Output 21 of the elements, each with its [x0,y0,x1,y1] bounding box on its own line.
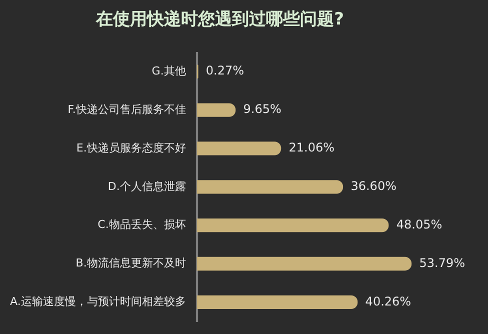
data-label: 9.65% [243,102,282,116]
data-label: 53.79% [419,256,466,270]
bar [196,256,412,271]
data-label: 0.27% [206,64,244,78]
y-tick-label: C.物品丢失、损坏 [98,218,186,232]
y-tick-label: E.快递员服务态度不好 [76,141,186,154]
data-label: 48.05% [396,217,442,232]
bar [196,218,389,232]
bar [196,142,282,156]
y-tick-label: A.运输速度慢，与预计时间相差较多 [10,295,186,308]
bar [196,295,358,310]
bar [196,103,236,117]
y-tick-label: G.其他 [152,64,186,78]
chart-title: 在使用快递时您遇到过哪些问题? [95,10,344,30]
data-label: 40.26% [365,294,412,308]
y-tick-label: D.个人信息泄露 [108,180,186,193]
bar [196,180,344,194]
data-label: 21.06% [288,140,335,155]
y-tick-label: B.物流信息更新不及时 [76,256,186,270]
data-label: 36.60% [350,179,396,194]
y-tick-label: F.快递公司售后服务不佳 [68,102,186,116]
